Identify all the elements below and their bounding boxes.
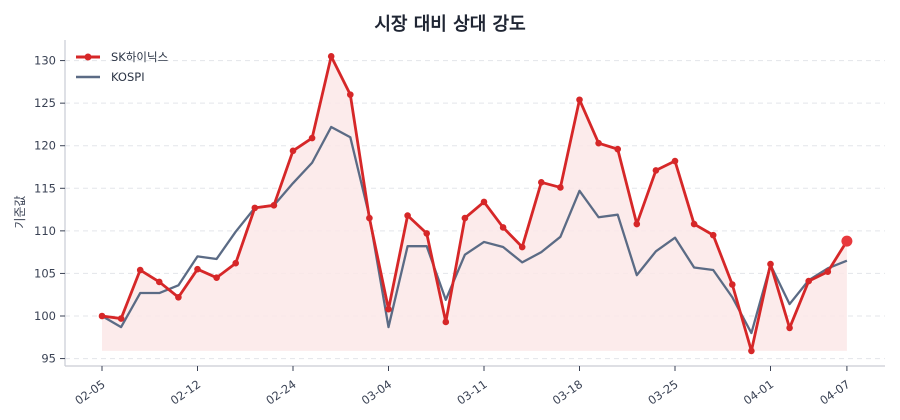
y-tick-label: 100 — [34, 309, 56, 323]
sk-hynix-data-point — [175, 293, 182, 301]
x-tick-label: 03-25 — [645, 377, 680, 408]
kospi-line — [101, 125, 848, 335]
sk-hynix-data-point — [385, 305, 392, 313]
sk-hynix-data-point — [824, 268, 832, 276]
sk-hynix-data-point — [366, 214, 373, 222]
sk-hynix-data-point — [423, 230, 431, 237]
sk-hynix-data-point — [194, 265, 201, 273]
sk-hynix-legend-marker-icon — [84, 53, 92, 61]
sk-hynix-data-point — [213, 274, 220, 281]
x-tick-label: 04-07 — [817, 377, 852, 408]
sk-hynix-data-point — [729, 281, 736, 288]
sk-hynix-data-point — [499, 224, 507, 231]
sk-hynix-data-point — [308, 134, 316, 142]
y-tick-label: 130 — [34, 54, 56, 68]
chart-title: 시장 대비 상대 강도 — [374, 14, 526, 35]
sk-hynix-data-point — [748, 347, 755, 355]
sk-hynix-data-point — [289, 147, 297, 155]
y-tick-label: 110 — [34, 224, 56, 238]
legend-label-sk-hynix: SK하이닉스 — [111, 50, 168, 64]
y-tick-label: 105 — [34, 266, 56, 280]
sk-hynix-data-point — [404, 212, 411, 219]
sk-hynix-data-point — [709, 231, 717, 239]
sk-hynix-data-point — [442, 318, 450, 326]
sk-hynix-data-point — [98, 312, 106, 320]
y-tick-label: 115 — [34, 181, 56, 195]
sk-hynix-data-point — [251, 204, 259, 212]
sk-hynix-latest-point — [841, 235, 853, 247]
sk-hynix-data-point — [805, 277, 812, 285]
sk-hynix-data-point — [327, 53, 335, 60]
sk-hynix-data-point — [117, 315, 125, 322]
sk-hynix-data-point — [538, 179, 545, 186]
y-tick-label: 125 — [34, 96, 56, 110]
sk-hynix-data-point — [786, 324, 793, 332]
sk-hynix-line — [101, 54, 849, 353]
sk-hynix-data-point — [767, 260, 774, 268]
axes — [64, 40, 885, 367]
x-tick-label: 03-18 — [550, 377, 585, 408]
sk-hynix-data-point — [595, 139, 602, 147]
sk-hynix-data-point — [136, 266, 144, 274]
x-tick-label: 02-12 — [168, 377, 203, 408]
sk-hynix-data-point — [232, 259, 239, 267]
y-axis-ticks: 95 100 105 110 115 120 125 130 — [34, 54, 65, 366]
y-tick-label: 120 — [34, 139, 56, 153]
sk-hynix-fill-area — [102, 56, 847, 351]
legend: SK하이닉스 KOSPI — [76, 50, 168, 84]
sk-hynix-data-point — [576, 96, 583, 104]
sk-hynix-data-point — [480, 198, 488, 206]
legend-item-kospi[interactable]: KOSPI — [76, 70, 145, 84]
sk-hynix-data-point — [270, 202, 278, 209]
sk-hynix-data-point — [633, 220, 641, 228]
legend-label-kospi: KOSPI — [111, 70, 145, 84]
sk-hynix-data-point — [671, 157, 679, 165]
y-tick-label: 95 — [41, 352, 56, 366]
x-tick-label: 04-01 — [741, 377, 776, 408]
sk-hynix-data-point — [347, 91, 354, 98]
sk-hynix-data-point — [652, 167, 660, 174]
x-tick-label: 02-24 — [263, 377, 298, 408]
x-axis-ticks: 02-05 02-12 02-24 03-04 03-11 03-18 03-25 04-01… — [72, 366, 853, 408]
sk-hynix-markers — [98, 53, 853, 355]
x-tick-label: 02-05 — [72, 377, 107, 408]
sk-hynix-data-point — [518, 243, 526, 251]
legend-item-sk-hynix[interactable]: SK하이닉스 — [76, 50, 168, 64]
sk-hynix-data-point — [461, 214, 469, 222]
y-axis-label: 기준값 — [13, 195, 27, 228]
sk-hynix-data-point — [557, 184, 564, 191]
sk-hynix-data-point — [690, 220, 698, 228]
x-tick-label: 03-04 — [359, 377, 394, 408]
sk-hynix-data-point — [156, 278, 163, 286]
x-tick-label: 03-11 — [454, 377, 489, 408]
sk-hynix-data-point — [614, 145, 621, 153]
